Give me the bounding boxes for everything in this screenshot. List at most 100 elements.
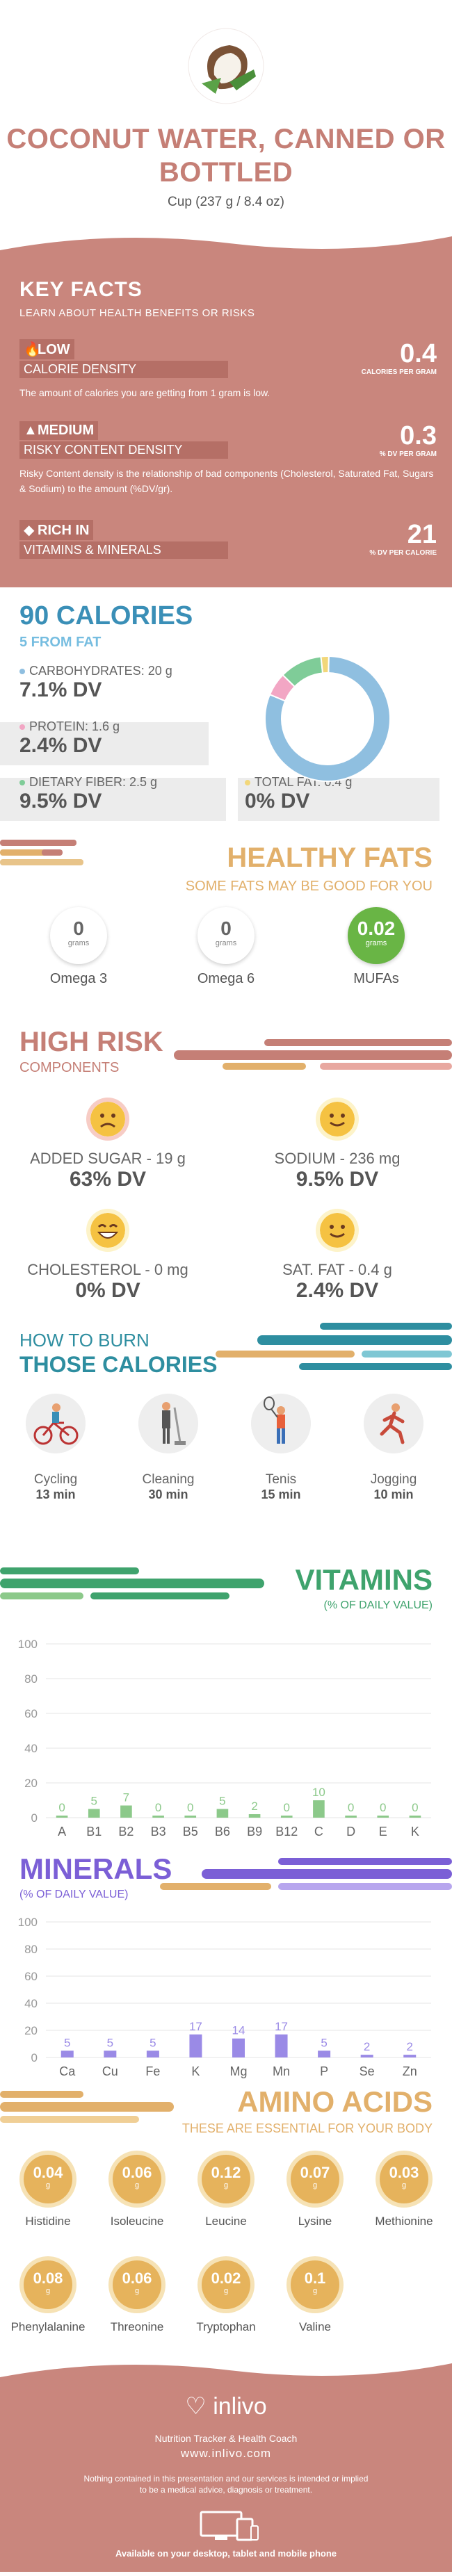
x-tick-label: B12: [275, 1825, 298, 1839]
decorative-stripes: [0, 2091, 174, 2123]
amino-value: 0.08: [33, 2269, 63, 2287]
sad-face-icon: [90, 1102, 125, 1136]
activity-cleaning: Cleaning 30 min: [127, 1394, 210, 1502]
y-tick-label: 20: [24, 2024, 38, 2037]
decorative-stripes: [160, 1858, 452, 1890]
vitamins-title: VITAMINS: [295, 1563, 433, 1596]
amino-acids-section: AMINO ACIDS THESE ARE ESSENTIAL FOR YOUR…: [0, 2085, 452, 2377]
cleaning-icon: [138, 1394, 198, 1453]
x-tick-label: B5: [183, 1825, 198, 1839]
added-sugar-label: ADDED SUGAR - 19 g: [30, 1150, 186, 1167]
flame-icon: 🔥: [24, 342, 41, 357]
amino-acids-subtitle: THESE ARE ESSENTIAL FOR YOUR BODY: [181, 2121, 433, 2135]
bar-value-label: 5: [64, 2036, 70, 2049]
bar-value-label: 0: [412, 1801, 418, 1814]
mufas-unit: grams: [365, 939, 387, 947]
cleaning-time: 30 min: [148, 1487, 188, 1501]
calorie-density-value: 0.4: [400, 339, 437, 368]
sat-fat-label: SAT. FAT - 0.4 g: [282, 1261, 392, 1278]
bar-value-label: 7: [123, 1791, 129, 1804]
tennis-icon: [251, 1394, 311, 1453]
vitamins-bar-chart: 0 20 40 60 80 100 0 A 5 B1 7 B2 0 B3 0 B5 5 B6 2 B9 0 B12 10 C 0…: [18, 1638, 431, 1839]
activity-jogging: Jogging 10 min: [352, 1394, 435, 1502]
bar-value-label: 0: [58, 1801, 65, 1814]
amino-circle: 0.06 g: [113, 2260, 161, 2309]
risky-content-label: RISKY CONTENT DENSITY: [19, 441, 228, 459]
omega6-name: Omega 6: [197, 971, 255, 986]
jogging-name: Jogging: [370, 1472, 417, 1487]
y-tick-label: 40: [24, 1742, 38, 1755]
cleaning-name: Cleaning: [142, 1472, 195, 1487]
amino-name: Lysine: [298, 2215, 332, 2228]
bar-Fe: [146, 2051, 159, 2057]
amino-unit: g: [134, 2181, 140, 2190]
y-tick-label: 20: [24, 1777, 38, 1790]
bar-Cu: [104, 2051, 117, 2057]
calories-from-fat: 5 FROM FAT: [19, 635, 102, 650]
bar-C: [313, 1800, 325, 1818]
bar-E: [377, 1816, 389, 1818]
calories-title: 90 CALORIES: [19, 601, 193, 630]
y-tick-label: 60: [24, 1707, 38, 1720]
decorative-stripes: [0, 840, 83, 865]
bar-value-label: 0: [155, 1801, 161, 1814]
donut-slice-total-fat: [320, 655, 330, 674]
amino-value: 0.06: [122, 2269, 152, 2287]
calorie-density-desc: The amount of calories you are getting f…: [19, 387, 271, 398]
amino-value: 0.04: [33, 2164, 63, 2181]
bar-A: [56, 1816, 68, 1818]
risk-sat-fat: SAT. FAT - 0.4 g 2.4% DV: [236, 1213, 438, 1303]
minerals-title: MINERALS: [19, 1852, 172, 1885]
bar-value-label: 0: [187, 1801, 193, 1814]
x-tick-label: Fe: [145, 2064, 160, 2078]
carbs-label: CARBOHYDRATES: 20 g: [29, 664, 172, 678]
x-tick-label: Ca: [59, 2064, 76, 2078]
cholesterol-label: CHOLESTEROL - 0 mg: [27, 1261, 188, 1278]
burn-title-line2: THOSE CALORIES: [19, 1352, 218, 1377]
fat-dot: [245, 780, 250, 786]
activity-tenis: Tenis 15 min: [239, 1394, 323, 1502]
vitamins-subtitle: (% OF DAILY VALUE): [323, 1599, 433, 1611]
x-tick-label: Cu: [102, 2064, 118, 2078]
sat-fat-value: 2.4% DV: [296, 1279, 379, 1302]
risk-sodium: SODIUM - 236 mg 9.5% DV: [236, 1102, 438, 1191]
fat-mufas: 0.02 grams MUFAs: [338, 907, 414, 987]
x-tick-label: B6: [215, 1825, 230, 1839]
amino-value: 0.07: [300, 2164, 330, 2181]
bar-K: [189, 2034, 202, 2057]
fat-omega6: 0 grams Omega 6: [188, 907, 264, 987]
donut-slice-carbohydrates: [264, 655, 391, 782]
amino-acid-isoleucine: 0.06 g Isoleucine: [93, 2155, 181, 2228]
amino-circle: 0.03 g: [380, 2155, 428, 2203]
minerals-section: MINERALS (% OF DAILY VALUE) 0 20 40 60 80 100…: [0, 1852, 452, 2085]
calorie-density-level: 🔥LOW: [19, 339, 74, 359]
bar-value-label: 2: [364, 2040, 370, 2053]
amino-unit: g: [312, 2287, 318, 2295]
amino-value: 0.12: [211, 2164, 241, 2181]
amino-unit: g: [45, 2287, 51, 2295]
bar-value-label: 5: [150, 2036, 156, 2049]
high-risk-title: HIGH RISK: [19, 1027, 163, 1057]
bar-value-label: 17: [189, 2020, 202, 2033]
protein-dot: [19, 724, 25, 731]
fiber-value: 9.5% DV: [19, 790, 102, 813]
bar-Se: [360, 2055, 373, 2057]
website-link[interactable]: www.inlivo.com: [180, 2447, 272, 2460]
risky-content-desc: Risky Content density is the relationshi…: [19, 468, 434, 494]
key-facts-title: KEY FACTS: [19, 278, 143, 301]
calorie-density-unit: CALORIES PER GRAM: [361, 368, 437, 376]
amino-acids-title: AMINO ACIDS: [237, 2085, 433, 2118]
wave-divider: [0, 2363, 452, 2384]
decorative-stripes: [0, 1567, 264, 1599]
x-tick-label: K: [411, 1825, 419, 1839]
sodium-value: 9.5% DV: [296, 1168, 379, 1191]
calories-section: 90 CALORIES 5 FROM FAT CARBOHYDRATES: 20…: [0, 587, 452, 834]
header-section: COCONUT WATER, CANNED OR BOTTLED Cup (23…: [0, 0, 452, 250]
bar-value-label: 5: [91, 1795, 97, 1808]
y-tick-label: 100: [18, 1916, 38, 1929]
brand-logo[interactable]: ♡ inlivo: [0, 2392, 452, 2420]
high-risk-subtitle: COMPONENTS: [19, 1060, 120, 1075]
bar-B5: [184, 1816, 197, 1818]
burn-calories-section: HOW TO BURN THOSE CALORIES Cycling 13 mi…: [0, 1310, 452, 1560]
carbs-stat: CARBOHYDRATES: 20 g 7.1% DV: [19, 664, 172, 702]
